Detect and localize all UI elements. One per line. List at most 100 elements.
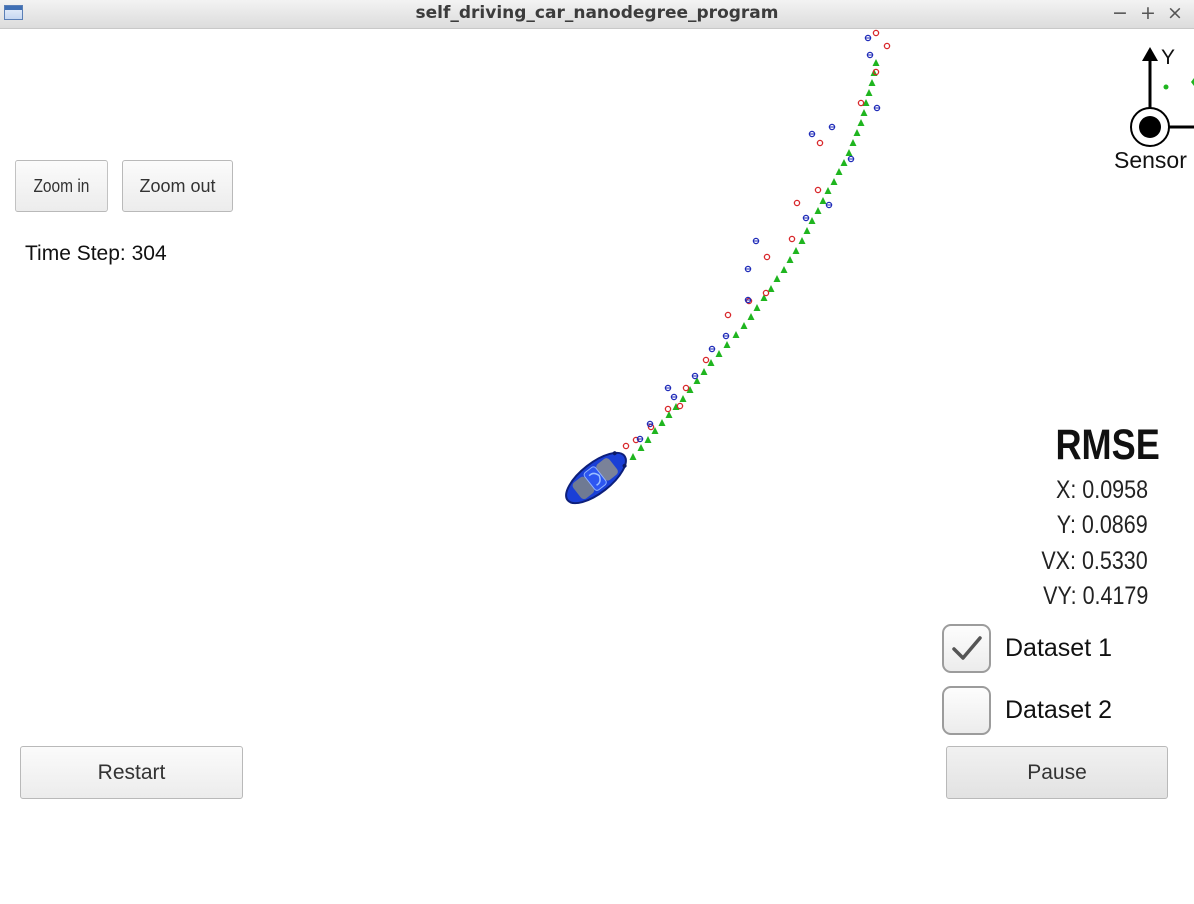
- estimate-marker: [707, 359, 715, 366]
- dataset-1-label: Dataset 1: [1005, 633, 1113, 662]
- estimate-marker: [845, 149, 853, 156]
- lidar-marker: [664, 405, 672, 413]
- lidar-marker: [724, 311, 732, 319]
- lidar-marker: [814, 186, 822, 194]
- estimate-marker: [700, 368, 708, 375]
- estimate-marker: [819, 197, 827, 204]
- sensor-y-axis-label: Y: [1161, 46, 1176, 69]
- simulation-scene: [565, 29, 1194, 505]
- radar-marker: [744, 265, 752, 273]
- estimate-marker: [629, 453, 637, 460]
- lidar-marker: [682, 384, 690, 392]
- lidar-marker: [702, 356, 710, 364]
- estimate-marker: [658, 419, 666, 426]
- estimate-marker: [715, 350, 723, 357]
- car-icon: [565, 451, 627, 505]
- estimate-marker: [693, 377, 701, 384]
- radar-marker: [847, 155, 855, 163]
- rmse-vy-value: VY: 0.4179: [1042, 582, 1148, 610]
- estimate-marker: [767, 285, 775, 292]
- estimate-marker: [637, 444, 645, 451]
- radar-marker: [828, 123, 836, 131]
- rmse-vx-value: VX: 0.5330: [1041, 547, 1148, 575]
- lidar-marker: [788, 235, 796, 243]
- radar-marker: [873, 104, 881, 112]
- estimate-marker: [760, 294, 768, 301]
- dataset-2-checkbox-row[interactable]: Dataset 2: [942, 684, 1112, 736]
- estimate-marker: [747, 313, 755, 320]
- estimate-marker: [814, 207, 822, 214]
- time-step-readout: Time Step: 304: [25, 242, 167, 265]
- lidar-marker: [793, 199, 801, 207]
- measurement-markers: [622, 29, 891, 460]
- pause-button[interactable]: Pause: [946, 746, 1168, 799]
- radar-marker: [825, 201, 833, 209]
- lidar-marker: [872, 68, 880, 76]
- lidar-marker: [883, 42, 891, 50]
- radar-marker: [636, 435, 644, 443]
- estimate-marker: [786, 256, 794, 263]
- window-icon: [4, 5, 23, 20]
- title-bar: self_driving_car_nanodegree_program − + …: [0, 0, 1194, 29]
- check-icon: [951, 636, 982, 660]
- estimate-marker: [723, 341, 731, 348]
- estimate-marker: [651, 427, 659, 434]
- radar-marker: [744, 296, 752, 304]
- dataset-2-label: Dataset 2: [1005, 695, 1113, 724]
- estimate-marker: [773, 275, 781, 282]
- lidar-marker: [622, 442, 630, 450]
- lidar-marker: [816, 139, 824, 147]
- close-button[interactable]: ×: [1167, 2, 1183, 24]
- lidar-marker: [676, 402, 684, 410]
- radar-marker: [864, 34, 872, 42]
- lidar-marker: [632, 436, 640, 444]
- estimate-marker: [808, 217, 816, 224]
- lidar-marker: [762, 289, 770, 297]
- estimate-marker: [824, 187, 832, 194]
- estimate-marker: [740, 322, 748, 329]
- lidar-marker: [763, 253, 771, 261]
- estimate-marker: [862, 99, 870, 106]
- radar-marker: [691, 372, 699, 380]
- radar-marker: [866, 51, 874, 59]
- radar-marker: [752, 237, 760, 245]
- estimate-marker: [780, 266, 788, 273]
- rmse-x-value: X: 0.0958: [1055, 476, 1148, 504]
- estimate-marker: [753, 304, 761, 311]
- maximize-button[interactable]: +: [1140, 2, 1156, 24]
- minimize-button[interactable]: −: [1112, 2, 1128, 24]
- dataset-1-checkbox-row[interactable]: Dataset 1: [942, 622, 1112, 674]
- estimate-marker: [849, 139, 857, 146]
- estimate-marker: [732, 331, 740, 338]
- zoom-out-button[interactable]: Zoom out: [122, 160, 233, 212]
- dataset-1-checkbox[interactable]: [942, 623, 991, 673]
- estimate-marker: [792, 247, 800, 254]
- estimate-marker: [857, 119, 865, 126]
- estimate-marker: [686, 386, 694, 393]
- lidar-marker: [872, 29, 880, 37]
- estimate-marker: [872, 59, 880, 66]
- estimate-marker: [830, 178, 838, 185]
- lidar-marker: [857, 99, 865, 107]
- radar-marker: [646, 420, 654, 428]
- radar-marker: [722, 332, 730, 340]
- radar-marker: [808, 130, 816, 138]
- zoom-in-button[interactable]: Zoom in: [15, 160, 108, 212]
- estimate-marker: [860, 109, 868, 116]
- sensor-label: Sensor: [1114, 147, 1187, 173]
- estimate-marker: [853, 129, 861, 136]
- radar-marker: [802, 214, 810, 222]
- radar-marker: [670, 393, 678, 401]
- estimate-marker: [665, 411, 673, 418]
- dataset-2-checkbox[interactable]: [942, 685, 991, 735]
- window-title: self_driving_car_nanodegree_program: [415, 3, 779, 23]
- estimate-marker: [644, 436, 652, 443]
- estimate-marker: [868, 79, 876, 86]
- estimate-marker: [798, 237, 806, 244]
- radar-marker: [708, 345, 716, 353]
- restart-button[interactable]: Restart: [20, 746, 243, 799]
- radar-marker: [664, 384, 672, 392]
- estimate-marker: [835, 168, 843, 175]
- estimate-marker: [865, 89, 873, 96]
